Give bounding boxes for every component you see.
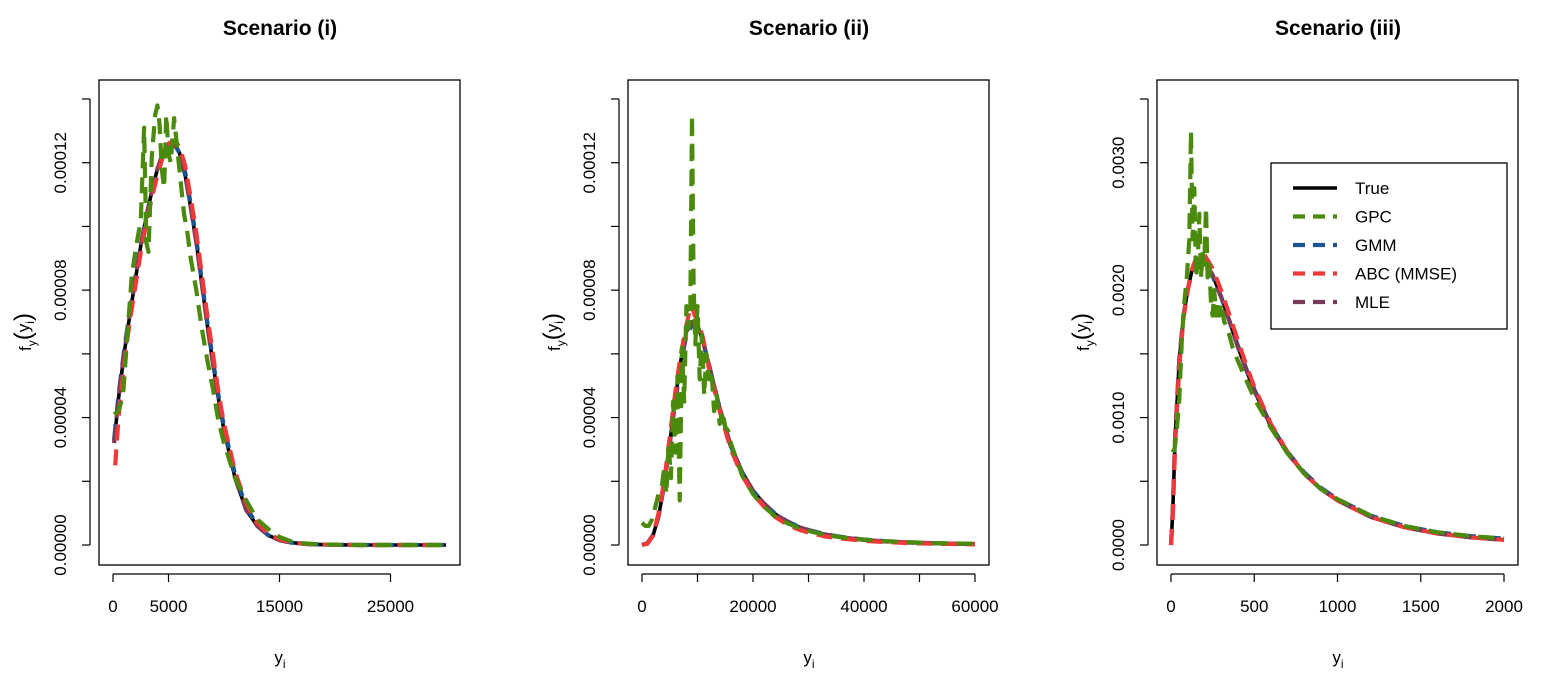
series-line-mle — [642, 322, 975, 545]
series-line-true — [114, 144, 446, 545]
y-tick-label: 0.0010 — [1109, 392, 1128, 444]
x-tick-label: 1500 — [1402, 597, 1440, 616]
legend-entry: True — [1355, 179, 1389, 198]
paren-open: ( — [10, 332, 37, 340]
plot-frame — [628, 80, 989, 565]
y-tick-label: 0.00008 — [580, 259, 599, 320]
x-tick-label: 25000 — [367, 597, 414, 616]
x-axis-label: yi — [1332, 648, 1343, 671]
x-tick-label: 40000 — [840, 597, 887, 616]
x-tick-label: 2000 — [1485, 597, 1523, 616]
panel-title: Scenario (i) — [223, 17, 337, 40]
y-tick-label: 0.00004 — [580, 387, 599, 448]
x-tick-label: 60000 — [951, 597, 998, 616]
x-tick-label: 0 — [108, 597, 117, 616]
paren-close: ) — [10, 313, 37, 321]
x-tick-label: 0 — [1166, 597, 1175, 616]
y-tick-label: 0.0000 — [1109, 519, 1128, 571]
x-axis: 0 20000 40000 60000 — [637, 574, 998, 616]
paren-open: ( — [1068, 332, 1095, 340]
x-tick-label: 5000 — [150, 597, 188, 616]
y-tick-label: 0.00012 — [580, 132, 599, 193]
y-axis-label: fy(yi) — [1068, 313, 1097, 351]
y-tick-label: 0.00000 — [51, 514, 70, 575]
y-tick-label: 0.00008 — [51, 259, 70, 320]
panel-1: Scenario (i)0 5000 15000 250000.000000.0000… — [10, 17, 460, 671]
label-part: i — [283, 657, 286, 671]
y-tick-label: 0.00000 — [580, 514, 599, 575]
x-axis: 0 5000 15000 25000 — [108, 574, 414, 616]
y-tick-label: 0.0030 — [1109, 137, 1128, 189]
x-tick-label: 0 — [637, 597, 646, 616]
series-lines — [642, 115, 975, 545]
legend-entry: MLE — [1355, 293, 1390, 312]
series-line-true — [642, 322, 975, 545]
legend-entry: ABC (MMSE) — [1355, 265, 1457, 284]
series-line-gmm — [642, 325, 975, 545]
y-tick-label: 0.00012 — [51, 132, 70, 193]
x-axis-label: yi — [803, 648, 814, 671]
y-tick-label: 0.0020 — [1109, 264, 1128, 316]
series-line-mle — [114, 144, 446, 545]
series-line-abc-mmse — [115, 140, 446, 545]
x-axis-label: yi — [274, 648, 285, 671]
paren-close: ) — [1068, 313, 1095, 321]
y-axis-label: fy(yi) — [10, 313, 39, 351]
panel-3: Scenario (iii)0 500 1000 1500 20000.00000.00… — [1068, 17, 1523, 671]
legend-entry: GPC — [1355, 208, 1392, 227]
paren-open: ( — [539, 332, 566, 340]
panel-2: Scenario (ii)0 20000 40000 600000.000000.00… — [539, 17, 999, 671]
series-line-gpc — [114, 105, 446, 545]
y-tick-label: 0.00004 — [51, 387, 70, 448]
x-axis: 0 500 1000 1500 2000 — [1166, 574, 1523, 616]
x-tick-label: 500 — [1240, 597, 1268, 616]
x-tick-label: 15000 — [256, 597, 303, 616]
paren-close: ) — [539, 313, 566, 321]
panel-title: Scenario (iii) — [1275, 17, 1401, 40]
series-line-gmm — [114, 144, 446, 545]
label-part: i — [812, 657, 815, 671]
legend: True GPC GMM ABC (MMSE) MLE — [1271, 163, 1507, 329]
y-axis: 0.0000 0.0010 0.0020 0.0030 — [1109, 99, 1148, 571]
series-lines — [114, 105, 446, 545]
series-line-abc-mmse — [642, 306, 975, 545]
y-axis: 0.00000 0.00004 0.00008 0.00012 — [580, 99, 619, 576]
x-tick-label: 1000 — [1319, 597, 1357, 616]
label-part: i — [1341, 657, 1344, 671]
legend-entry: GMM — [1355, 236, 1397, 255]
y-axis: 0.00000 0.00004 0.00008 0.00012 — [51, 99, 90, 576]
panel-title: Scenario (ii) — [749, 17, 869, 40]
x-tick-label: 20000 — [729, 597, 776, 616]
y-axis-label: fy(yi) — [539, 313, 568, 351]
